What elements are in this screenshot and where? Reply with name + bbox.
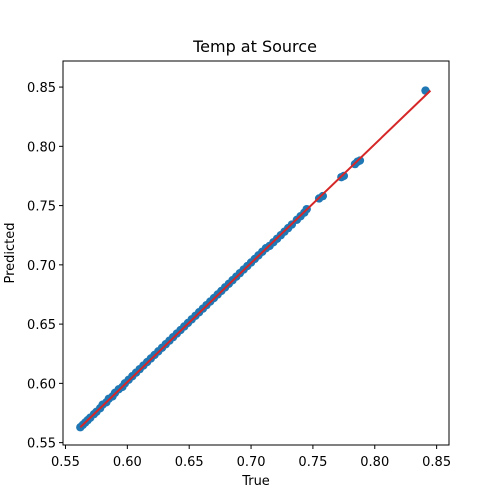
y-tick-label: 0.80 — [27, 140, 56, 155]
x-tick-label: 0.65 — [175, 455, 204, 470]
x-axis-label: True — [241, 474, 270, 489]
fit-line-layer — [80, 91, 430, 428]
y-tick-label: 0.85 — [27, 81, 56, 96]
x-tick-label: 0.75 — [298, 455, 327, 470]
y-tick-label: 0.65 — [27, 318, 56, 333]
y-tick-label: 0.75 — [27, 200, 56, 215]
x-axis-ticks: 0.55 0.60 0.65 0.70 0.75 0.80 0.85 — [51, 445, 451, 470]
x-tick-label: 0.70 — [237, 455, 266, 470]
y-tick-label: 0.60 — [27, 377, 56, 392]
x-tick-label: 0.55 — [51, 455, 80, 470]
x-tick-label: 0.80 — [360, 455, 389, 470]
y-tick-label: 0.70 — [27, 259, 56, 274]
chart-title: Temp at Source — [192, 37, 317, 56]
fit-line — [80, 91, 430, 428]
x-tick-label: 0.60 — [113, 455, 142, 470]
y-tick-label: 0.55 — [27, 437, 56, 452]
y-axis-ticks: 0.55 0.60 0.65 0.70 0.75 0.80 0.85 — [27, 81, 63, 452]
y-axis-label: Predicted — [3, 222, 18, 283]
x-tick-label: 0.85 — [422, 455, 451, 470]
